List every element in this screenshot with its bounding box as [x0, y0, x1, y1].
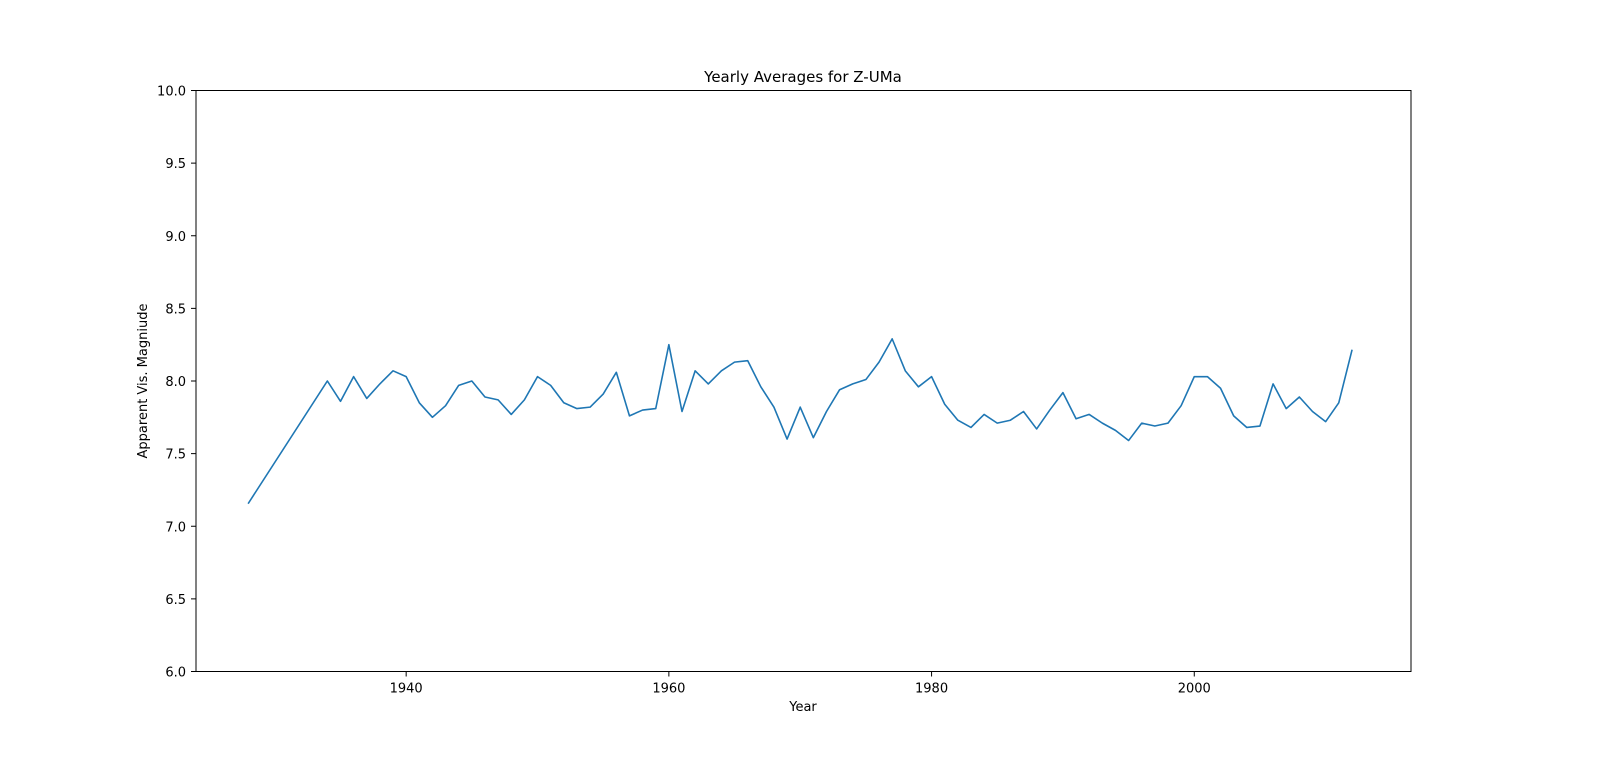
series-line: [247, 338, 1353, 505]
y-tick-label: 6.0: [165, 666, 186, 681]
y-tick-label: 8.5: [165, 302, 186, 317]
y-axis-ticks: 6.0 6.5 7.0 7.5 8.0 8.5 9.0 9.5 10.0: [157, 85, 196, 681]
y-tick-label: 8.0: [165, 375, 186, 390]
x-tick-label: 2000: [1178, 682, 1211, 697]
y-tick-label: 9.5: [165, 157, 186, 172]
y-tick-label: 7.0: [165, 520, 186, 535]
y-tick-label: 9.0: [165, 230, 186, 245]
x-tick-label: 1980: [915, 682, 948, 697]
plot-frame: [195, 90, 1412, 672]
x-tick-label: 1940: [390, 682, 423, 697]
y-tick-label: 7.5: [165, 448, 186, 463]
x-axis-label: Year: [788, 700, 817, 715]
y-tick-label: 10.0: [157, 85, 186, 100]
chart-title: Yearly Averages for Z-UMa: [703, 68, 902, 86]
x-tick-label: 1960: [652, 682, 685, 697]
y-axis-label: Apparent Vis. Magniude: [136, 304, 151, 459]
y-tick-label: 6.5: [165, 593, 186, 608]
x-axis-ticks: 1940 1960 1980 2000: [390, 671, 1211, 697]
